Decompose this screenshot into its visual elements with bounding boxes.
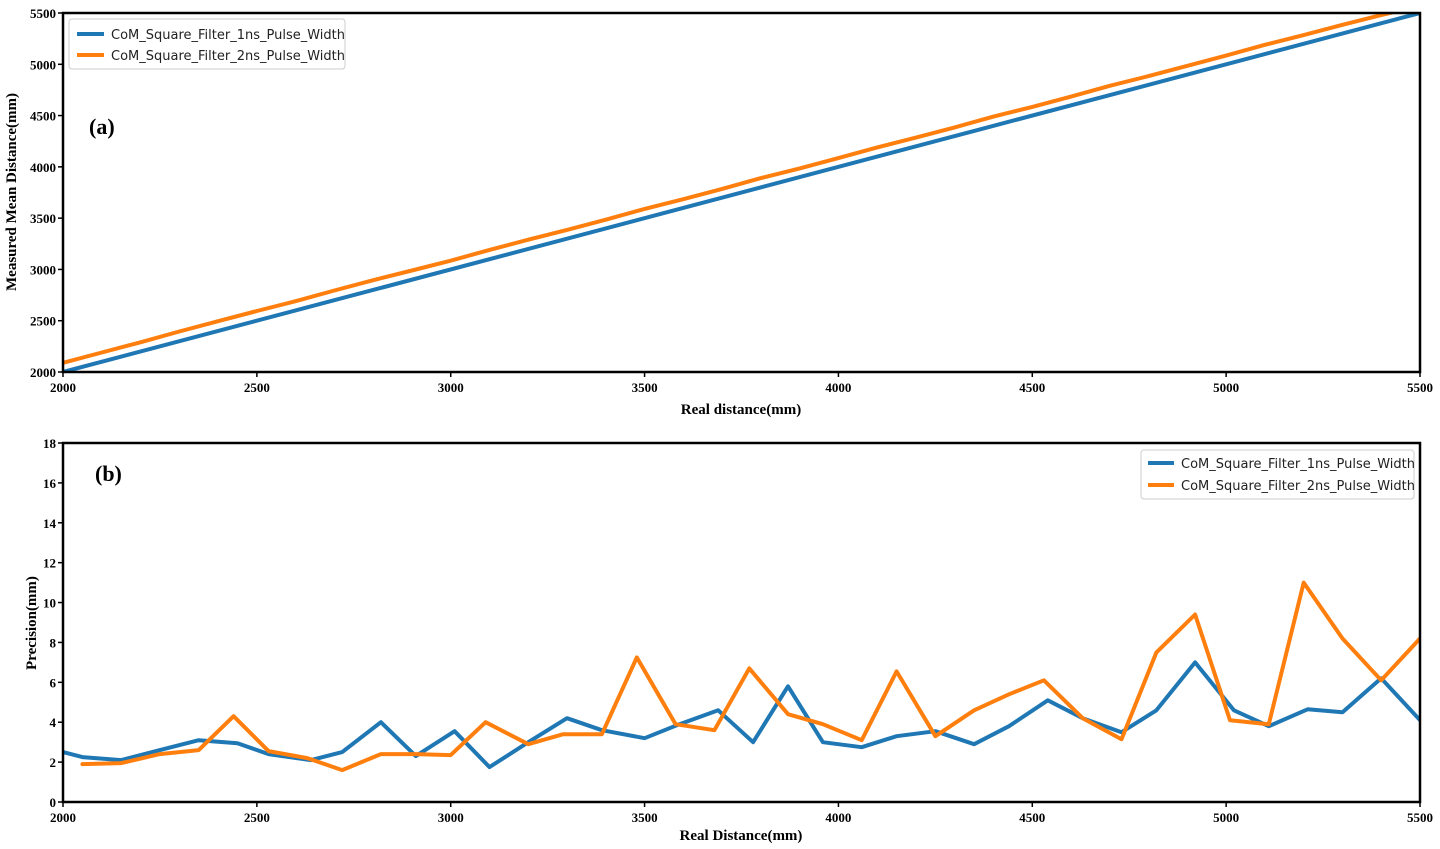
y-tick-label: 6 [50,675,57,690]
y-tick-label: 4000 [30,160,56,175]
x-tick-label: 3000 [438,380,464,395]
legend: CoM_Square_Filter_1ns_Pulse_Width CoM_Sq… [1140,449,1415,500]
legend-box [1140,449,1415,500]
legend-box [68,18,346,70]
y-tick-label: 4 [50,715,57,730]
y-tick-label: 16 [43,476,57,491]
x-tick-label: 2500 [244,810,270,825]
y-tick-label: 2000 [30,365,56,380]
panel-label: (b) [95,461,122,486]
x-tick-label: 3000 [438,810,464,825]
y-tick-label: 14 [43,516,57,531]
x-tick-label: 5500 [1407,810,1433,825]
legend-entry-series-2: CoM_Square_Filter_2ns_Pulse_Width [1181,479,1415,494]
x-tick-label: 4000 [825,380,851,395]
legend-entry-series-2: CoM_Square_Filter_2ns_Pulse_Width [111,49,345,64]
y-tick-label: 0 [50,795,57,810]
plot-frame [61,441,1422,804]
y-axis-label: Measured Mean Distance(mm) [4,93,20,291]
x-tick-label: 2500 [244,380,270,395]
x-tick-label: 3500 [632,810,658,825]
x-tick-label: 4500 [1019,380,1045,395]
x-axis-label: Real Distance(mm) [680,828,803,844]
x-tick-label: 4500 [1019,810,1045,825]
y-tick-label: 2500 [30,314,56,329]
y-tick-label: 5500 [30,6,56,21]
series-line-1 [63,13,1420,372]
x-tick-label: 2000 [50,380,76,395]
legend-entry-series-1: CoM_Square_Filter_1ns_Pulse_Width [111,28,345,43]
x-tick-label: 5500 [1407,380,1433,395]
legend-entry-series-1: CoM_Square_Filter_1ns_Pulse_Width [1181,457,1415,472]
x-tick-label: 3500 [632,380,658,395]
y-tick-label: 18 [43,436,57,451]
y-tick-label: 12 [43,556,56,571]
y-tick-label: 2 [50,755,57,770]
y-tick-label: 5000 [30,57,56,72]
x-tick-label: 5000 [1213,380,1239,395]
x-tick-label: 2000 [50,810,76,825]
y-tick-label: 4500 [30,109,56,124]
legend: CoM_Square_Filter_1ns_Pulse_Width CoM_Sq… [68,18,346,70]
chart-panel-b: 2000 2500 3000 3500 4000 4500 5000 5500 0 2 4 6 8 10 1… [24,436,1433,844]
x-axis-label: Real distance(mm) [681,402,801,418]
panel-label: (a) [89,114,115,139]
x-tick-label: 4000 [825,810,851,825]
y-tick-label: 8 [50,635,57,650]
x-tick-label: 5000 [1213,810,1239,825]
series-line-1 [63,660,1420,770]
chart-panel-a: 2000 2500 3000 3500 4000 4500 5000 5500 2000 2500… [4,6,1433,418]
y-axis-label: Precision(mm) [24,576,40,670]
plot-frame [61,11,1422,374]
y-tick-label: 3500 [30,211,56,226]
series-line-2 [63,13,1399,365]
y-tick-label: 3000 [30,262,56,277]
series-line-2 [80,580,1420,773]
y-tick-label: 10 [43,596,56,611]
